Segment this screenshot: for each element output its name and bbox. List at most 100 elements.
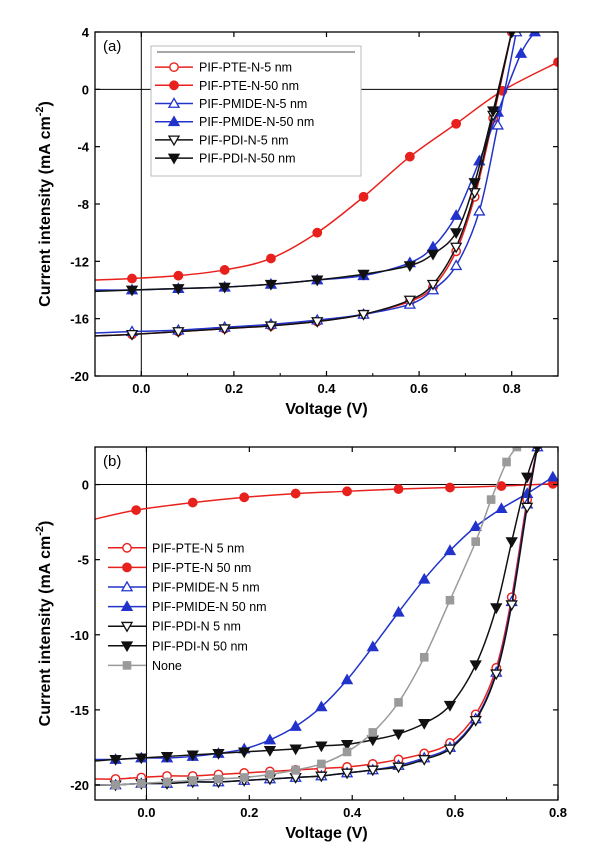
- legend-entry-2: PIF-PMIDE-N-5 nm: [199, 97, 307, 111]
- data-point-s4-6: [357, 309, 370, 321]
- legend-entry-1: PIF-PTE-N 50 nm: [152, 561, 251, 575]
- data-point-s5-2: [135, 753, 148, 765]
- x-tick-label: 0.2: [240, 805, 258, 820]
- legend-entry-3: PIF-PMIDE-N-50 nm: [199, 115, 314, 129]
- x-tick-label: 0.2: [225, 381, 243, 396]
- data-point-s5-16: [490, 603, 503, 615]
- legend-marker-2: [167, 97, 181, 108]
- data-point-s4-9: [449, 242, 463, 254]
- data-point-s6-5: [214, 774, 223, 784]
- legend-marker-0: [169, 62, 179, 72]
- legend-entry-6: None: [152, 659, 182, 673]
- y-tick-label: -12: [70, 254, 89, 269]
- plot-frame: [94, 446, 559, 801]
- y-tick-label: -8: [77, 197, 89, 212]
- legend-marker-6: [122, 661, 132, 670]
- data-point-s4-11: [366, 765, 379, 777]
- legend-marker-4: [167, 135, 181, 147]
- data-point-s3-9: [315, 700, 328, 712]
- data-point-s1-5: [342, 486, 352, 497]
- data-point-s6-6: [239, 773, 249, 782]
- y-axis-title: Current intensity (mA cm-2): [34, 521, 54, 727]
- data-point-s3-7: [263, 733, 277, 745]
- legend-entry-4: PIF-PDI-N 5 nm: [152, 620, 241, 634]
- legend-entry-1: PIF-PTE-N-50 nm: [199, 79, 299, 93]
- data-point-s1-7: [445, 482, 455, 493]
- data-point-s1-3: [219, 265, 230, 275]
- x-tick-label: 0.6: [410, 381, 428, 396]
- panel-a-chart: 0.0 0.2 0.4 0.6 0.8 -20 -16 -12 -8 -4 0 4 Voltage (V…: [34, 25, 559, 418]
- panel-b-chart: 0.0 0.2 0.4 0.6 0.8 -20 -15 -10 -5 0 Voltage (V) Cu…: [34, 446, 567, 842]
- x-tick-label: 0.4: [317, 381, 336, 396]
- data-point-s4-1: [125, 330, 139, 341]
- legend-marker-5: [120, 641, 134, 653]
- data-point-s2-10: [473, 204, 486, 216]
- y-axis-title-main: Current intensity (mA cm: [37, 536, 54, 727]
- data-point-s5-4: [186, 750, 199, 762]
- legend-entry-5: PIF-PDI-N-50 nm: [199, 152, 296, 166]
- legend-marker-0: [122, 542, 132, 553]
- data-point-s4-8: [426, 279, 440, 291]
- legend-entry-5: PIF-PDI-N 50 nm: [152, 639, 248, 653]
- data-point-s3-18: [546, 470, 558, 482]
- data-point-s5-6: [238, 747, 251, 759]
- data-point-s3-13: [528, 32, 542, 37]
- data-point-s4-13: [418, 755, 431, 766]
- data-point-s5-1: [109, 755, 122, 766]
- y-axis-title-main: Current intensity (mA cm: [37, 116, 54, 307]
- y-tick-label: -5: [77, 553, 89, 568]
- x-tick-label: 0.6: [446, 805, 464, 820]
- data-point-s5-5: [212, 749, 225, 760]
- data-point-s5-3: [218, 282, 231, 294]
- y-axis-title-exponent: -2: [34, 107, 46, 117]
- data-point-s4-16: [490, 669, 503, 681]
- x-tick-label: 0.8: [503, 381, 521, 396]
- data-point-s1-4: [266, 253, 276, 264]
- data-point-s1-8: [451, 118, 462, 129]
- data-point-s6-12: [394, 698, 403, 707]
- y-axis-title: Current intensity (mA cm-2): [34, 101, 54, 307]
- series-line-1: [95, 483, 553, 520]
- data-point-s2-9: [449, 259, 463, 271]
- y-axis-title-close: ): [37, 101, 54, 106]
- data-point-s1-6: [358, 191, 369, 202]
- data-point-s6-14: [445, 595, 455, 605]
- data-point-s5-10: [340, 739, 354, 751]
- y-tick-label: -16: [70, 312, 89, 327]
- data-point-s5-8: [426, 249, 440, 261]
- data-point-s5-8: [289, 744, 302, 756]
- y-tick-label: 4: [82, 25, 90, 40]
- x-axis-title: Voltage (V): [285, 401, 367, 418]
- legend-marker-4: [120, 621, 134, 633]
- legend: PIF-PTE-N 5 nm PIF-PTE-N 50 nm PIF-PMIDE-N…: [108, 541, 267, 673]
- series-line-6: [95, 447, 518, 786]
- panel-label: (b): [103, 453, 121, 470]
- data-point-s2-11: [491, 118, 504, 130]
- legend-entry-0: PIF-PTE-N-5 nm: [199, 61, 292, 75]
- data-point-s4-14: [443, 744, 457, 756]
- data-point-s5-18: [520, 472, 534, 484]
- data-point-s3-8: [289, 720, 302, 731]
- y-tick-label: -4: [77, 140, 89, 155]
- y-axis-title-close: ): [37, 521, 54, 526]
- data-point-s5-14: [443, 700, 457, 712]
- data-point-s3-9: [449, 209, 463, 220]
- data-point-s3-14: [443, 544, 457, 556]
- data-point-s6-4: [188, 776, 198, 785]
- data-point-s1-7: [404, 151, 415, 162]
- series-line-4: [95, 447, 539, 786]
- data-point-s5-17: [505, 537, 518, 548]
- legend-entry-2: PIF-PMIDE-N 5 nm: [152, 581, 260, 595]
- legend-marker-3: [120, 600, 134, 612]
- data-point-s1-5: [312, 227, 323, 238]
- data-point-s5-3: [160, 752, 174, 763]
- data-point-s3-16: [495, 502, 508, 514]
- x-tick-label: 0.0: [132, 381, 150, 396]
- data-point-s5-15: [469, 660, 482, 672]
- series-line-2: [95, 447, 539, 786]
- data-point-s1-2: [187, 497, 198, 508]
- data-point-s5-10: [468, 178, 481, 189]
- data-point-s6-16: [486, 495, 496, 504]
- y-tick-label: 0: [82, 82, 89, 97]
